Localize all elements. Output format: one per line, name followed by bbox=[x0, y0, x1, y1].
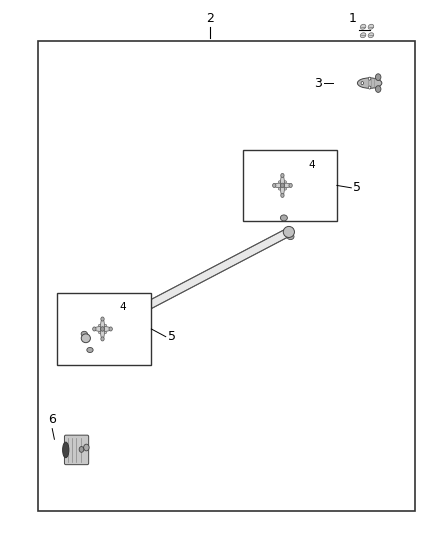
Ellipse shape bbox=[63, 442, 69, 458]
Text: 5: 5 bbox=[353, 181, 361, 195]
Circle shape bbox=[101, 327, 104, 332]
Ellipse shape bbox=[93, 327, 96, 331]
Text: 6: 6 bbox=[48, 413, 56, 426]
FancyBboxPatch shape bbox=[64, 435, 88, 465]
Circle shape bbox=[361, 82, 364, 85]
Ellipse shape bbox=[104, 332, 106, 334]
Ellipse shape bbox=[368, 33, 374, 38]
Text: 3: 3 bbox=[314, 77, 321, 90]
Ellipse shape bbox=[284, 181, 286, 183]
Ellipse shape bbox=[289, 183, 292, 188]
Ellipse shape bbox=[280, 215, 287, 221]
Ellipse shape bbox=[99, 324, 101, 327]
Ellipse shape bbox=[99, 332, 101, 334]
Ellipse shape bbox=[100, 318, 105, 340]
Text: 4: 4 bbox=[308, 160, 315, 171]
Ellipse shape bbox=[281, 173, 284, 177]
Text: 1: 1 bbox=[349, 12, 357, 25]
Polygon shape bbox=[85, 228, 290, 342]
Ellipse shape bbox=[375, 74, 381, 80]
Bar bbox=[57, 293, 151, 365]
Ellipse shape bbox=[281, 193, 284, 197]
Ellipse shape bbox=[84, 444, 89, 451]
Ellipse shape bbox=[357, 78, 382, 88]
Ellipse shape bbox=[283, 227, 294, 238]
Circle shape bbox=[79, 447, 84, 453]
Ellipse shape bbox=[287, 233, 294, 240]
Circle shape bbox=[281, 183, 284, 188]
Ellipse shape bbox=[104, 324, 106, 327]
Ellipse shape bbox=[81, 332, 88, 336]
Ellipse shape bbox=[375, 86, 381, 92]
Ellipse shape bbox=[87, 348, 93, 352]
Bar bbox=[243, 150, 337, 221]
Text: 5: 5 bbox=[168, 330, 176, 343]
Bar bbox=[38, 41, 416, 511]
Text: 4: 4 bbox=[120, 302, 127, 312]
Ellipse shape bbox=[280, 175, 285, 196]
Ellipse shape bbox=[368, 25, 374, 29]
Circle shape bbox=[368, 77, 371, 80]
Ellipse shape bbox=[279, 181, 281, 183]
Circle shape bbox=[368, 86, 371, 89]
Ellipse shape bbox=[109, 327, 113, 331]
Ellipse shape bbox=[101, 337, 104, 341]
Ellipse shape bbox=[94, 326, 111, 332]
Ellipse shape bbox=[101, 317, 104, 321]
Ellipse shape bbox=[279, 188, 281, 190]
Ellipse shape bbox=[81, 334, 90, 343]
Text: 2: 2 bbox=[206, 12, 214, 25]
Ellipse shape bbox=[360, 25, 366, 29]
Ellipse shape bbox=[360, 33, 366, 38]
Ellipse shape bbox=[272, 183, 276, 188]
Ellipse shape bbox=[274, 183, 291, 188]
Ellipse shape bbox=[284, 188, 286, 190]
